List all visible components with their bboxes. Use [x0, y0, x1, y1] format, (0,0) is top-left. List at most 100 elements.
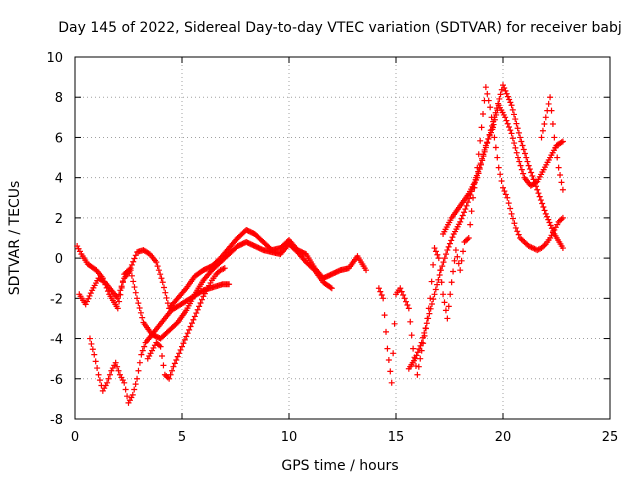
- data-point: [221, 265, 228, 272]
- data-point: [546, 219, 553, 226]
- series-track-7: [440, 82, 566, 252]
- data-point: [449, 234, 456, 241]
- data-point: [428, 278, 435, 285]
- data-point: [188, 320, 195, 327]
- data-point: [398, 288, 405, 295]
- data-point: [155, 267, 162, 274]
- data-point: [514, 125, 521, 132]
- data-point: [513, 120, 520, 127]
- x-tick-label: 5: [178, 430, 186, 445]
- y-tick-label: 0: [55, 252, 63, 267]
- data-point: [509, 135, 516, 142]
- data-point: [391, 320, 398, 327]
- x-tick-label: 25: [602, 430, 619, 445]
- data-point: [487, 104, 494, 111]
- data-point: [518, 166, 525, 173]
- data-point: [166, 375, 173, 382]
- data-point: [191, 313, 198, 320]
- data-point: [496, 95, 503, 102]
- data-point: [410, 345, 417, 352]
- data-point: [174, 353, 181, 360]
- data-point: [137, 309, 144, 316]
- data-point: [115, 367, 122, 374]
- data-point: [226, 281, 233, 288]
- data-point: [170, 363, 177, 370]
- data-point: [105, 375, 112, 382]
- data-point: [116, 291, 123, 298]
- data-point: [548, 225, 555, 232]
- data-point: [419, 334, 426, 341]
- data-point: [548, 107, 555, 114]
- data-point: [507, 205, 514, 212]
- data-point: [497, 91, 504, 98]
- data-point: [458, 215, 465, 222]
- data-point: [380, 295, 387, 302]
- data-point: [498, 178, 505, 185]
- series-track-8: [538, 94, 566, 193]
- data-point: [136, 304, 143, 311]
- data-point: [511, 140, 518, 147]
- data-point: [404, 302, 411, 309]
- data-point: [523, 154, 530, 161]
- data-point: [445, 243, 452, 250]
- x-axis-label: GPS time / hours: [281, 458, 398, 474]
- data-point: [157, 343, 164, 350]
- data-point: [457, 218, 464, 225]
- data-point: [485, 135, 492, 142]
- data-point: [493, 105, 500, 112]
- data-point: [539, 127, 546, 134]
- data-point: [502, 114, 509, 121]
- chart-title: Day 145 of 2022, Sidereal Day-to-day VTE…: [58, 20, 621, 36]
- data-point: [198, 296, 205, 303]
- data-point: [414, 371, 421, 378]
- data-point: [141, 343, 148, 350]
- data-point: [130, 278, 137, 285]
- grid-lines: [75, 57, 610, 419]
- y-tick-label: -4: [50, 333, 63, 348]
- data-point: [94, 365, 101, 372]
- data-point: [518, 138, 525, 145]
- data-point: [407, 318, 414, 325]
- data-point: [515, 129, 522, 136]
- data-point: [443, 251, 450, 258]
- data-point: [522, 150, 529, 157]
- data-point: [163, 294, 170, 301]
- data-point: [432, 286, 439, 293]
- data-point: [500, 82, 506, 89]
- data-point: [544, 213, 551, 220]
- data-point: [477, 161, 484, 168]
- data-point: [114, 363, 121, 370]
- data-point: [507, 99, 514, 106]
- data-point: [528, 169, 535, 176]
- data-point: [441, 255, 448, 262]
- data-point: [363, 267, 370, 274]
- data-point: [451, 257, 458, 264]
- data-point: [494, 154, 501, 161]
- data-point: [488, 122, 495, 129]
- data-point: [171, 360, 178, 367]
- data-point: [482, 144, 489, 151]
- data-point: [132, 289, 139, 296]
- data-point: [455, 260, 462, 267]
- data-point: [500, 184, 506, 191]
- data-point: [554, 154, 561, 161]
- data-point: [495, 100, 502, 107]
- data-point: [525, 162, 532, 169]
- data-point: [452, 247, 459, 254]
- data-point: [454, 253, 461, 260]
- data-point: [328, 285, 335, 292]
- data-point: [139, 347, 146, 354]
- data-point: [131, 386, 138, 393]
- data-point: [176, 350, 183, 357]
- data-point: [552, 144, 559, 151]
- data-point: [158, 275, 165, 282]
- data-point: [459, 212, 466, 219]
- y-tick-label: 8: [55, 91, 63, 106]
- data-point: [517, 134, 524, 141]
- data-point: [112, 359, 119, 366]
- data-point: [484, 90, 491, 97]
- data-point: [505, 123, 512, 130]
- data-point: [135, 300, 142, 307]
- data-point: [550, 228, 557, 235]
